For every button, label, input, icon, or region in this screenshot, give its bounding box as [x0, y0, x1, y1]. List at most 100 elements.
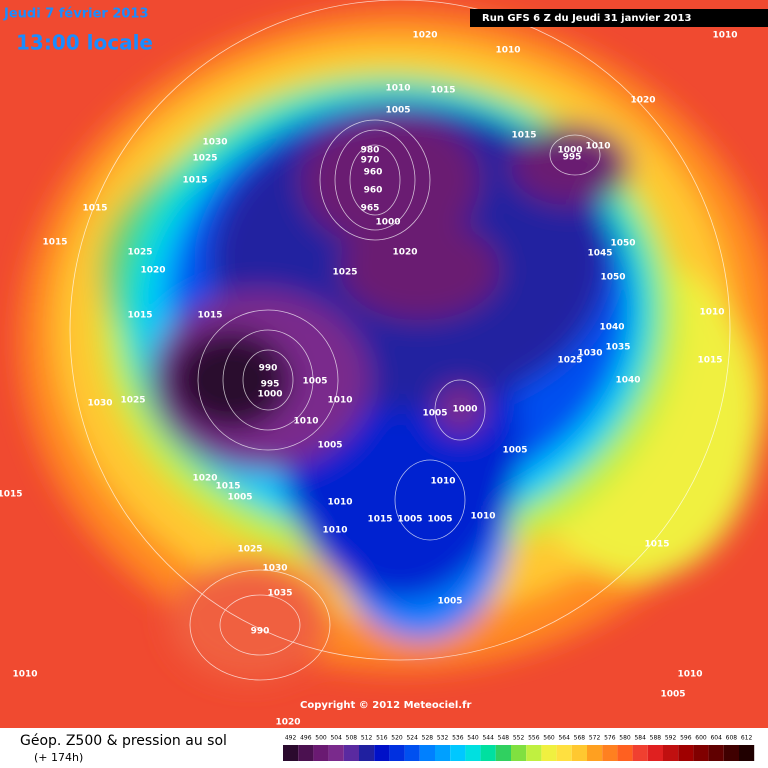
isobar-label: 1020 — [192, 474, 217, 484]
isobar-label: 1020 — [140, 266, 165, 276]
isobar-label: 990 — [251, 627, 270, 637]
legend-label: 576 — [604, 735, 616, 742]
legend-swatch — [359, 745, 375, 761]
legend-label: 556 — [528, 735, 540, 742]
legend-swatch — [511, 745, 527, 761]
isobar-label: 960 — [364, 186, 383, 196]
isobar-label: 1030 — [87, 399, 112, 409]
legend-label: 520 — [391, 735, 403, 742]
isobar-label: 1005 — [227, 493, 252, 503]
legend-swatch — [587, 745, 603, 761]
isobar-label: 1005 — [302, 377, 327, 387]
legend-label: 612 — [741, 735, 753, 742]
isobar-label: 1030 — [577, 349, 602, 359]
legend-label: 528 — [422, 735, 434, 742]
legend-label: 560 — [543, 735, 555, 742]
legend-label: 500 — [315, 735, 327, 742]
legend-swatch — [678, 745, 694, 761]
isobar-label: 1025 — [127, 248, 152, 258]
legend-swatch — [602, 745, 618, 761]
legend-label: 600 — [695, 735, 707, 742]
legend-label: 580 — [619, 735, 631, 742]
legend-swatch — [632, 745, 648, 761]
legend-swatch — [450, 745, 466, 761]
isobar-label: 1005 — [422, 409, 447, 419]
legend-label: 552 — [513, 735, 525, 742]
legend-label: 492 — [285, 735, 297, 742]
isobar-label: 1000 — [257, 390, 282, 400]
isobar-label: 1050 — [610, 239, 635, 249]
legend-swatch — [389, 745, 405, 761]
legend-label: 512 — [361, 735, 373, 742]
legend-swatch — [343, 745, 359, 761]
isobar-label: 1015 — [697, 356, 722, 366]
isobar-label: 1010 — [699, 308, 724, 318]
isobar-label: 1005 — [397, 515, 422, 525]
isobar-label: 1010 — [327, 498, 352, 508]
legend-swatch — [283, 745, 299, 761]
isobar-label: 1005 — [385, 106, 410, 116]
legend-label: 544 — [482, 735, 494, 742]
isobar-label: 1025 — [192, 154, 217, 164]
isobar-label: 1015 — [42, 238, 67, 248]
legend-label: 532 — [437, 735, 449, 742]
isobar-label: 1025 — [557, 356, 582, 366]
legend-swatch — [313, 745, 329, 761]
isobar-label: 1010 — [12, 670, 37, 680]
isobar-label: 1010 — [585, 142, 610, 152]
isobar-label: 1020 — [412, 31, 437, 41]
run: Run GFS 6 Z du Jeudi 31 janvier 2013 — [482, 13, 691, 24]
isobar-label: 1010 — [327, 396, 352, 406]
legend-swatch — [328, 745, 344, 761]
isobar-label: 1015 — [367, 515, 392, 525]
isobar-label: 970 — [361, 156, 380, 166]
legend-label: 496 — [300, 735, 312, 742]
legend-label: 508 — [346, 735, 358, 742]
isobar-label: 1015 — [644, 540, 669, 550]
legend-swatch — [541, 745, 557, 761]
isobar-label: 1005 — [502, 446, 527, 456]
legend-swatch — [419, 745, 435, 761]
isobar-label: 1005 — [427, 515, 452, 525]
legend-label: 572 — [589, 735, 601, 742]
isobar-label: 1010 — [385, 84, 410, 94]
isobar-label: 1030 — [262, 564, 287, 574]
isobar-label: 990 — [259, 364, 278, 374]
isobar-label: 1005 — [437, 597, 462, 607]
isobar-label: 1010 — [322, 526, 347, 536]
isobar-label: 1035 — [267, 589, 292, 599]
isobar-label: 1020 — [630, 96, 655, 106]
legend-label: 584 — [634, 735, 646, 742]
legend-label: 568 — [574, 735, 586, 742]
legend-swatch — [298, 745, 314, 761]
legend-label: 504 — [330, 735, 342, 742]
isobar-label: 1025 — [237, 545, 262, 555]
legend-swatch — [435, 745, 451, 761]
legend-swatch — [647, 745, 663, 761]
isobar-label: 995 — [563, 153, 582, 163]
isobar-label: 1010 — [470, 512, 495, 522]
isobar-label: 1005 — [317, 441, 342, 451]
legend-swatch — [617, 745, 633, 761]
isobar-label: 980 — [361, 146, 380, 156]
footer-lead: (+ 174h) — [34, 751, 83, 764]
isobar-label: 1000 — [452, 405, 477, 415]
legend-swatch — [693, 745, 709, 761]
isobar-label: 1015 — [127, 311, 152, 321]
isobar-label: 1015 — [430, 86, 455, 96]
date: Jeudi 7 février 2013 — [3, 7, 149, 22]
legend-label: 608 — [726, 735, 738, 742]
isobar-label: 960 — [364, 168, 383, 178]
footer-title: Géop. Z500 & pression au sol — [20, 733, 227, 749]
isobar-label: 1035 — [605, 343, 630, 353]
isobar-label: 1040 — [615, 376, 640, 386]
copyright: Copyright © 2012 Meteociel.fr — [300, 700, 471, 711]
isobar-label: 1020 — [392, 248, 417, 258]
isobar-label: 1045 — [587, 249, 612, 259]
legend-swatch — [571, 745, 587, 761]
legend-label: 516 — [376, 735, 388, 742]
isobar-label: 1015 — [197, 311, 222, 321]
legend-swatch — [663, 745, 679, 761]
